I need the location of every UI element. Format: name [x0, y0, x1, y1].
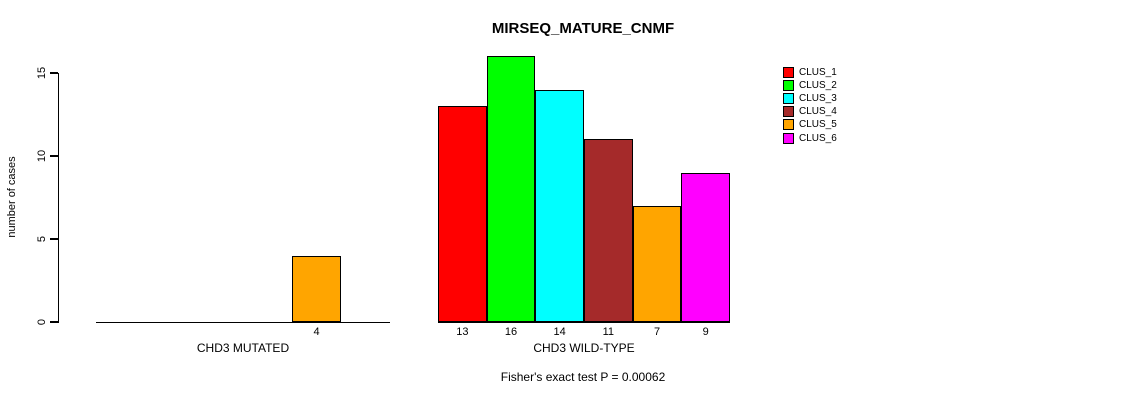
legend-swatch-clus_6 — [783, 132, 794, 144]
legend-item-clus_2: CLUS_2 — [783, 79, 837, 91]
legend-swatch-clus_1 — [783, 66, 794, 78]
bar-value-label: 11 — [602, 326, 615, 338]
y-tick-label: 10 — [36, 149, 48, 163]
y-tick-mark — [50, 321, 58, 323]
bar-value-label: 4 — [313, 326, 320, 338]
legend-item-clus_3: CLUS_3 — [783, 92, 837, 104]
legend-label: CLUS_4 — [799, 106, 837, 118]
y-tick-mark — [50, 155, 58, 157]
group-baseline — [96, 321, 390, 323]
legend-label: CLUS_3 — [799, 92, 837, 104]
legend-label: CLUS_5 — [799, 119, 837, 131]
legend-swatch-clus_4 — [783, 106, 794, 118]
bar-value-label: 7 — [653, 326, 661, 338]
legend-swatch-clus_5 — [783, 119, 794, 131]
legend-item-clus_1: CLUS_1 — [783, 66, 837, 78]
bar-clus_1 — [438, 106, 487, 322]
bar-clus_3 — [535, 89, 584, 322]
legend-swatch-clus_3 — [783, 92, 794, 104]
group-label-chd3-wild-type: CHD3 WILD-TYPE — [533, 341, 635, 355]
bar-value-label: 14 — [553, 326, 566, 338]
legend-label: CLUS_1 — [799, 66, 837, 78]
legend-item-clus_4: CLUS_4 — [783, 106, 837, 118]
fishers-test-caption: Fisher's exact test P = 0.00062 — [500, 370, 666, 384]
y-tick-label: 5 — [36, 235, 48, 243]
bar-value-label: 13 — [456, 326, 469, 338]
legend-label: CLUS_2 — [799, 79, 837, 91]
y-tick-label: 15 — [36, 66, 48, 80]
chart-title: MIRSEQ_MATURE_CNMF — [491, 20, 675, 37]
legend-swatch-clus_2 — [783, 79, 794, 91]
bar-clus_2 — [486, 56, 536, 322]
group-label-chd3-mutated: CHD3 MUTATED — [196, 341, 290, 355]
bar-value-label: 9 — [702, 326, 709, 338]
y-tick-mark — [50, 72, 58, 74]
y-axis-label: number of cases — [6, 156, 18, 238]
bar-value-label: 16 — [504, 326, 518, 338]
legend-item-clus_5: CLUS_5 — [783, 119, 837, 131]
legend-label: CLUS_6 — [799, 132, 837, 144]
y-tick-mark — [50, 238, 58, 240]
bar-clus_6 — [681, 172, 730, 322]
bar-clus_4 — [584, 139, 633, 322]
bar-clus_5 — [292, 255, 341, 322]
y-axis-line — [57, 73, 59, 323]
group-baseline — [438, 321, 730, 323]
legend-item-clus_6: CLUS_6 — [783, 132, 837, 144]
y-tick-label: 0 — [36, 318, 48, 326]
bar-clus_5 — [632, 205, 682, 322]
